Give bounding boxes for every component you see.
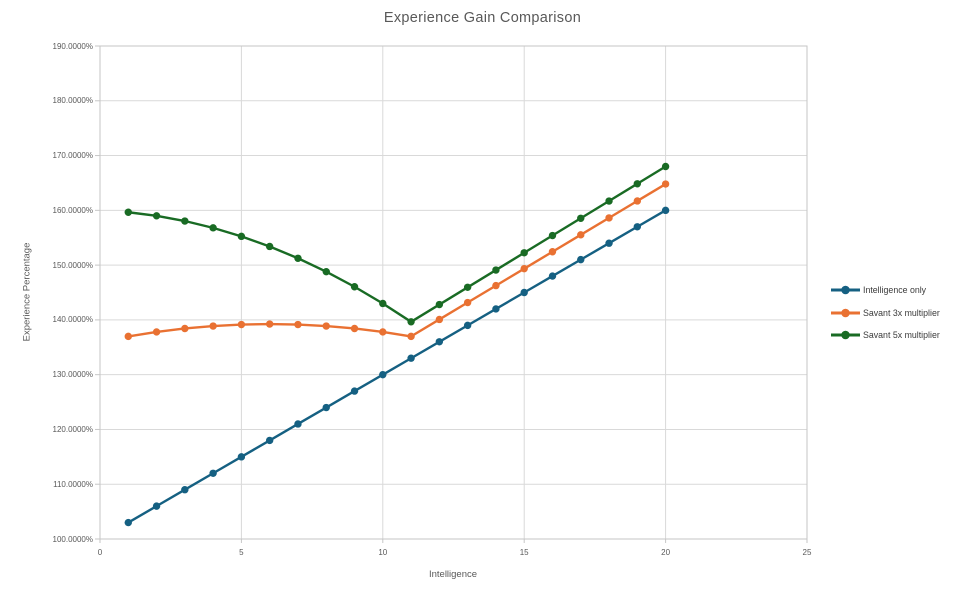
data-point-savant-5x-multiplier bbox=[237, 232, 246, 241]
chart-title: Experience Gain Comparison bbox=[383, 10, 582, 26]
legend-line-marker-icon bbox=[831, 285, 860, 295]
data-point-savant-3x-multiplier bbox=[435, 315, 444, 324]
data-point-savant-3x-multiplier bbox=[605, 214, 613, 222]
data-point-savant-3x-multiplier bbox=[548, 248, 557, 256]
y-tick-label: 120.0000% bbox=[52, 424, 93, 434]
data-point-savant-3x-multiplier bbox=[492, 281, 500, 290]
data-point-savant-5x-multiplier bbox=[463, 283, 472, 291]
data-point-intelligence-only bbox=[548, 272, 557, 280]
data-point-savant-5x-multiplier bbox=[379, 299, 387, 308]
data-point-intelligence-only bbox=[463, 321, 472, 330]
data-point-intelligence-only bbox=[492, 305, 500, 313]
legend-item-savant-3x-multiplier: Savant 3x multiplier bbox=[831, 307, 940, 319]
data-point-intelligence-only bbox=[633, 223, 642, 231]
x-axis-title: Intelligence bbox=[428, 569, 478, 580]
data-point-savant-3x-multiplier bbox=[265, 320, 274, 328]
legend-label: Savant 5x multiplier bbox=[863, 330, 940, 341]
data-point-intelligence-only bbox=[407, 354, 415, 362]
data-point-intelligence-only bbox=[265, 436, 274, 445]
data-point-intelligence-only bbox=[435, 338, 444, 346]
data-point-savant-5x-multiplier bbox=[520, 249, 528, 257]
data-point-intelligence-only bbox=[520, 288, 528, 297]
data-point-intelligence-only bbox=[152, 502, 161, 510]
data-point-savant-5x-multiplier bbox=[181, 217, 189, 225]
x-tick-label: 25 bbox=[802, 548, 812, 557]
legend-item-intelligence-only: Intelligence only bbox=[831, 284, 926, 296]
data-point-intelligence-only bbox=[661, 206, 670, 215]
legend-label: Savant 3x multiplier bbox=[863, 307, 940, 318]
x-tick-label: 20 bbox=[661, 548, 671, 557]
data-point-savant-5x-multiplier bbox=[124, 208, 132, 216]
data-point-intelligence-only bbox=[209, 469, 217, 477]
data-point-intelligence-only bbox=[124, 518, 132, 527]
y-tick-label: 100.0000% bbox=[52, 534, 93, 544]
data-point-savant-3x-multiplier bbox=[633, 197, 642, 205]
data-point-savant-3x-multiplier bbox=[124, 332, 132, 341]
y-tick-label: 140.0000% bbox=[52, 315, 93, 325]
series-line-savant-3x-multiplier bbox=[127, 182, 667, 338]
data-point-savant-3x-multiplier bbox=[520, 264, 528, 273]
data-point-intelligence-only bbox=[322, 403, 330, 412]
data-point-savant-5x-multiplier bbox=[435, 300, 444, 309]
data-point-savant-5x-multiplier bbox=[265, 242, 274, 251]
data-point-savant-5x-multiplier bbox=[548, 231, 557, 240]
data-point-savant-3x-multiplier bbox=[294, 320, 302, 329]
y-tick-label: 190.0000% bbox=[52, 41, 93, 51]
data-point-intelligence-only bbox=[350, 387, 359, 395]
legend-line-marker-icon bbox=[831, 331, 860, 340]
data-point-intelligence-only bbox=[379, 370, 387, 379]
plot-border bbox=[99, 45, 808, 540]
data-point-intelligence-only bbox=[181, 486, 189, 494]
data-point-savant-3x-multiplier bbox=[577, 231, 585, 239]
data-point-savant-5x-multiplier bbox=[152, 212, 161, 220]
data-point-savant-3x-multiplier bbox=[322, 322, 330, 330]
y-tick-label: 150.0000% bbox=[52, 260, 93, 270]
x-tick-label: 10 bbox=[378, 548, 388, 557]
data-point-savant-5x-multiplier bbox=[407, 318, 415, 326]
data-point-savant-5x-multiplier bbox=[577, 214, 585, 222]
data-point-savant-5x-multiplier bbox=[633, 180, 642, 188]
data-point-savant-3x-multiplier bbox=[209, 322, 217, 330]
x-tick-label: 5 bbox=[239, 548, 244, 557]
x-tick-label: 15 bbox=[519, 548, 529, 557]
legend-item-savant-5x-multiplier: Savant 5x multiplier bbox=[831, 329, 940, 341]
series-line-savant-5x-multiplier bbox=[127, 165, 667, 324]
data-point-intelligence-only bbox=[237, 453, 246, 461]
data-point-savant-3x-multiplier bbox=[379, 328, 387, 336]
data-point-savant-5x-multiplier bbox=[492, 266, 500, 274]
data-point-savant-3x-multiplier bbox=[661, 180, 670, 188]
data-point-intelligence-only bbox=[294, 420, 302, 428]
legend-line-marker-icon bbox=[831, 308, 860, 317]
data-point-savant-3x-multiplier bbox=[152, 328, 161, 336]
data-point-savant-5x-multiplier bbox=[209, 224, 217, 232]
data-point-savant-5x-multiplier bbox=[350, 283, 359, 291]
data-point-savant-5x-multiplier bbox=[294, 254, 302, 262]
x-tick-label: 0 bbox=[97, 548, 103, 557]
legend-label: Intelligence only bbox=[863, 285, 927, 295]
data-point-savant-3x-multiplier bbox=[350, 324, 359, 333]
data-point-savant-5x-multiplier bbox=[661, 162, 670, 171]
data-point-savant-3x-multiplier bbox=[463, 298, 472, 307]
data-point-savant-5x-multiplier bbox=[322, 267, 330, 276]
data-point-intelligence-only bbox=[605, 239, 613, 247]
y-tick-label: 170.0000% bbox=[52, 151, 93, 161]
y-tick-label: 130.0000% bbox=[52, 370, 93, 380]
data-point-savant-3x-multiplier bbox=[407, 332, 415, 341]
y-tick-label: 180.0000% bbox=[52, 96, 93, 106]
data-point-savant-3x-multiplier bbox=[181, 324, 189, 333]
y-tick-label: 160.0000% bbox=[52, 205, 93, 215]
data-point-savant-5x-multiplier bbox=[605, 197, 613, 205]
data-point-intelligence-only bbox=[577, 255, 585, 264]
data-point-savant-3x-multiplier bbox=[237, 320, 246, 329]
series-line-intelligence-only bbox=[127, 209, 667, 524]
y-tick-label: 110.0000% bbox=[53, 479, 93, 489]
